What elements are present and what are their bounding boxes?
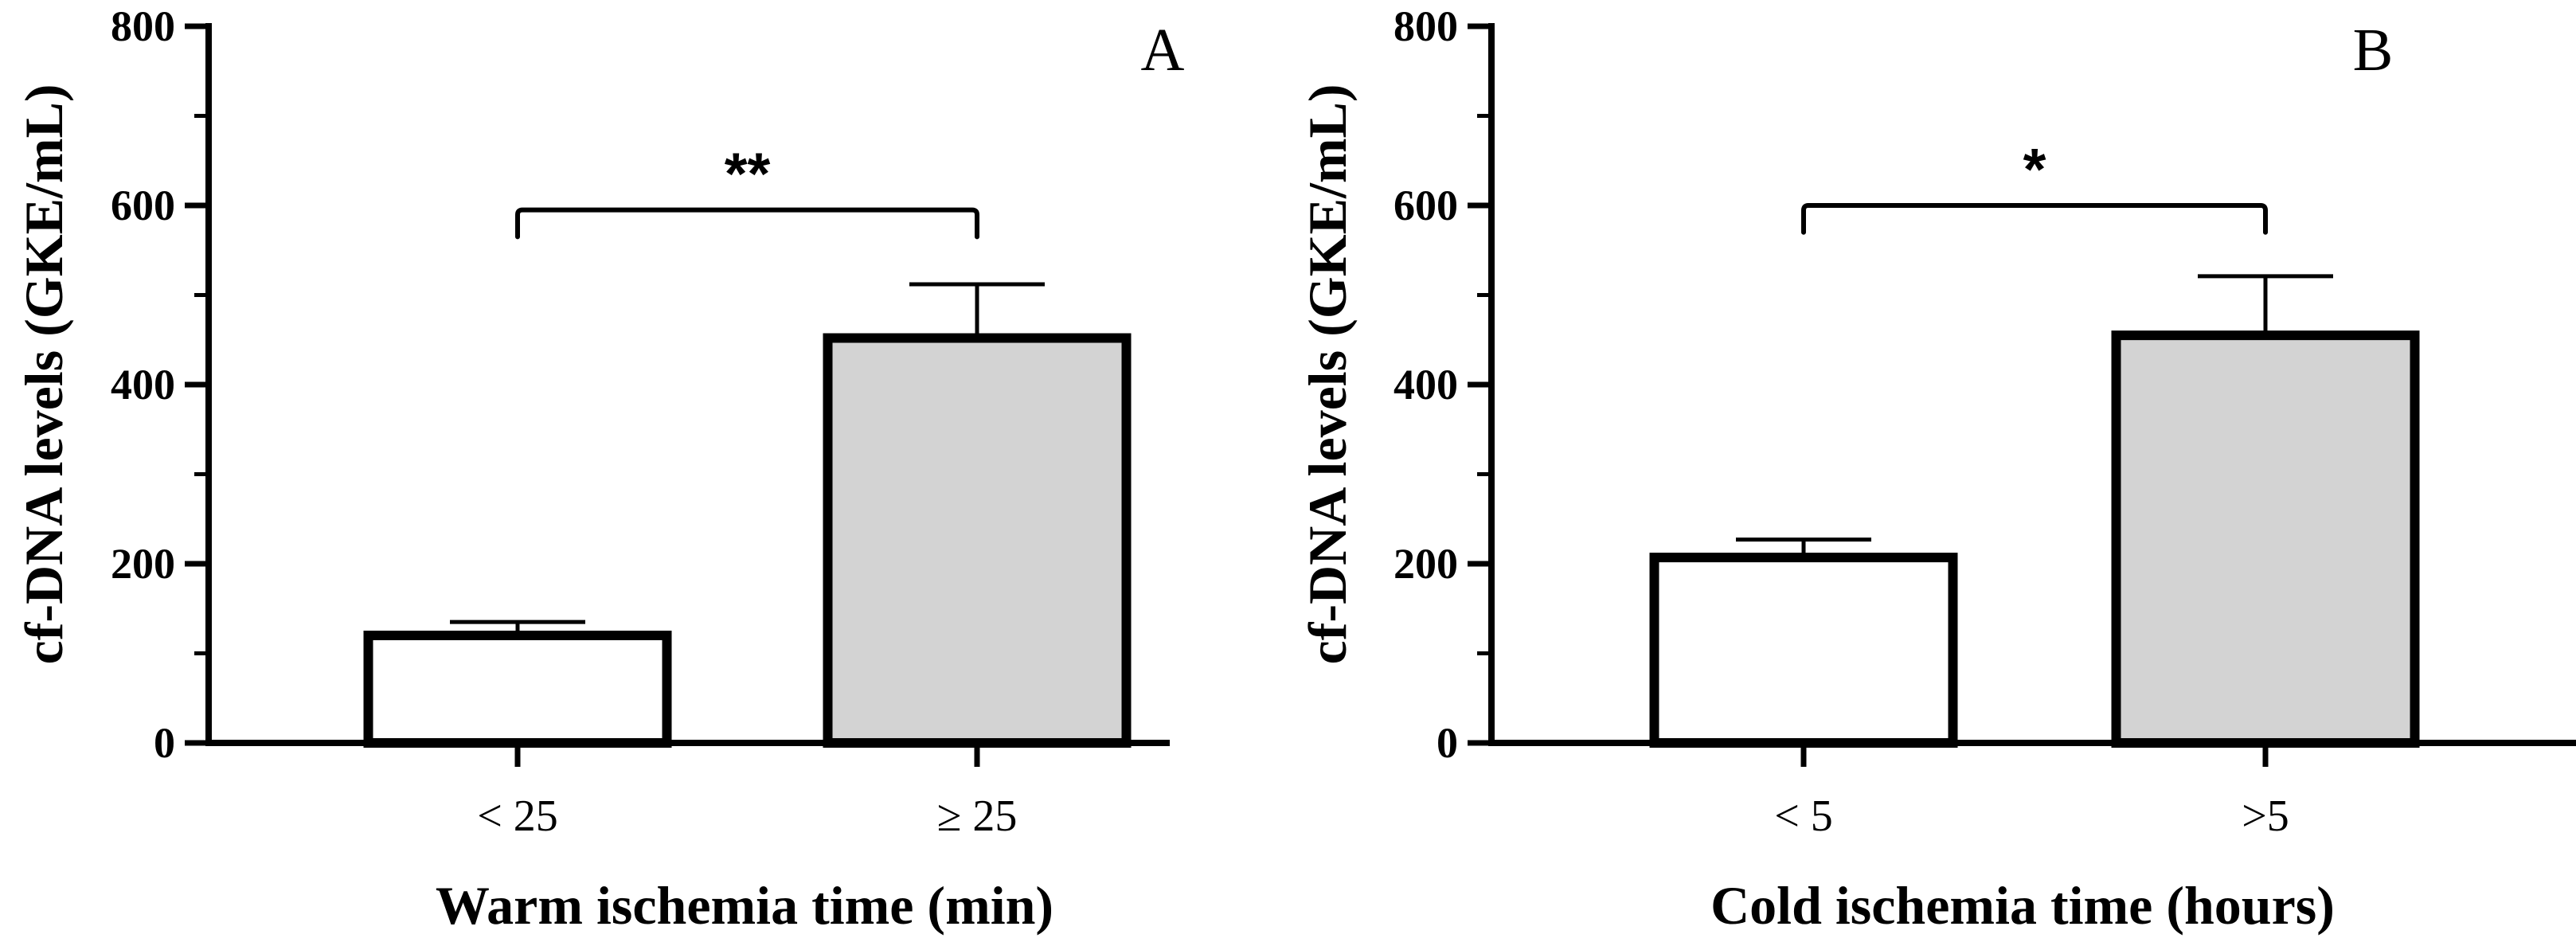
y-tick-label-a-2: 400 (111, 361, 175, 408)
y-tick-label-a-0: 0 (154, 719, 175, 767)
y-tick-label-a-3: 600 (111, 182, 175, 229)
panel-a: < 25 ≥ 25 0 200 400 600 800 ** A Warm ischemia … (14, 2, 1185, 936)
x-tick-label-a-1: ≥ 25 (937, 792, 1018, 841)
x-axis-title-b: Cold ischemia time (hours) (1710, 875, 2335, 936)
y-tick-label-b-4: 800 (1394, 2, 1458, 50)
x-axis-title-a: Warm ischemia time (min) (436, 875, 1053, 936)
y-tick-label-b-3: 600 (1394, 182, 1458, 229)
y-tick-label-b-0: 0 (1437, 719, 1458, 767)
panel-b: < 5 >5 0 200 400 600 800 * B Cold ischemia time… (1297, 2, 2576, 936)
significance-bracket-b (1801, 203, 2268, 235)
significance-label-a: ** (725, 141, 771, 207)
x-tick-label-b-0: < 5 (1774, 792, 1833, 841)
panel-letter-a: A (1141, 17, 1185, 84)
significance-label-b: * (2023, 136, 2046, 202)
bar-b-0 (1649, 553, 1958, 748)
x-tick-label-b-1: >5 (2242, 792, 2289, 841)
y-tick-label-b-2: 400 (1394, 361, 1458, 408)
bar-a-1 (823, 333, 1132, 748)
y-tick-label-a-4: 800 (111, 2, 175, 50)
x-tick-label-a-0: < 25 (477, 792, 558, 841)
significance-bracket-a (515, 207, 979, 240)
y-axis-title-a: cf-DNA levels (GKE/mL) (14, 84, 74, 665)
y-tick-label-b-1: 200 (1394, 540, 1458, 588)
y-tick-label-a-1: 200 (111, 540, 175, 588)
y-axis-title-b: cf-DNA levels (GKE/mL) (1297, 84, 1358, 665)
bar-b-1 (2111, 330, 2420, 748)
bar-a-0 (363, 631, 672, 748)
panel-letter-b: B (2353, 17, 2394, 84)
